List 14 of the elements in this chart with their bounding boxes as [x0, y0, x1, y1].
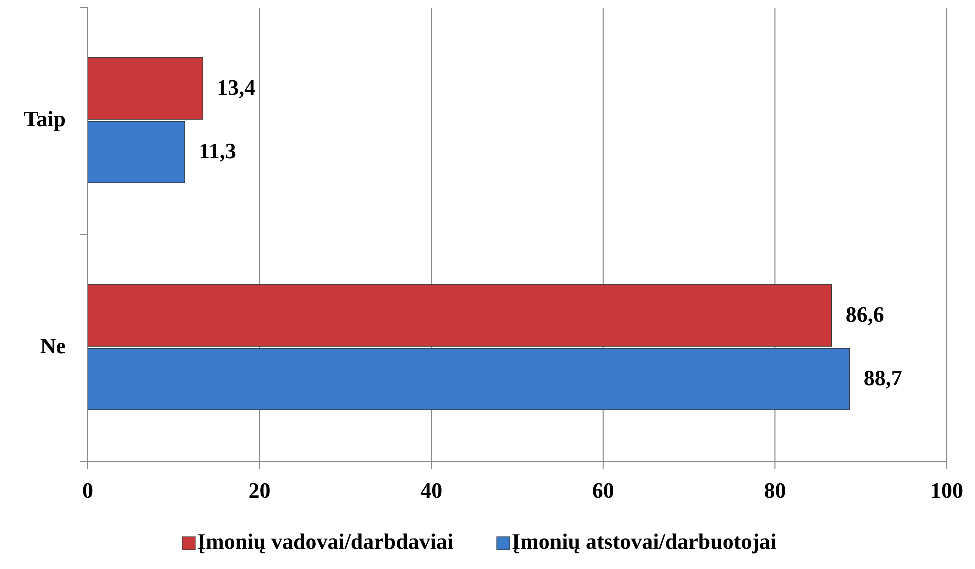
- legend-label: Įmonių vadovai/darbdaviai: [198, 529, 454, 554]
- x-tick-label: 20: [248, 478, 271, 503]
- y-tick-label: Ne: [40, 334, 66, 359]
- x-tick-label: 100: [930, 478, 964, 503]
- data-label: 88,7: [864, 365, 902, 390]
- x-tick-label: 0: [82, 478, 94, 503]
- legend-label: Įmonių atstovai/darbuotojai: [512, 529, 777, 554]
- x-tick-label: 60: [592, 478, 614, 503]
- x-tick-label: 80: [764, 478, 786, 503]
- data-label: 13,4: [217, 74, 256, 100]
- data-label: 11,3: [199, 138, 236, 164]
- y-tick-label: Taip: [24, 106, 66, 132]
- data-label: 86,6: [846, 302, 884, 327]
- x-tick-label: 40: [420, 478, 443, 503]
